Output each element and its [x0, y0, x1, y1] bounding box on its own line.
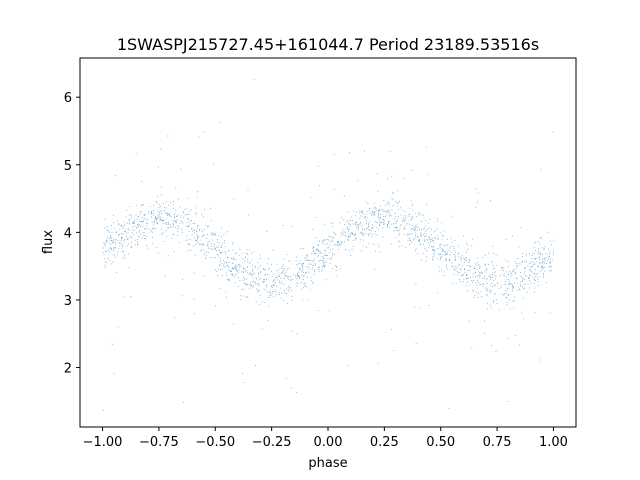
y-axis: 2 3 4 5 6 [64, 91, 80, 377]
x-tick-label: −0.25 [252, 435, 292, 450]
x-axis-label: phase [308, 456, 347, 471]
y-tick-label: 3 [64, 294, 72, 309]
y-tick-label: 5 [64, 159, 72, 174]
x-tick-label: 0.25 [370, 435, 399, 450]
x-axis: −1.00 −0.75 −0.50 −0.25 0.00 0.25 0.50 0.75 1.00 [83, 427, 568, 450]
y-tick-label: 6 [64, 91, 72, 106]
x-tick-label: 0.75 [483, 435, 512, 450]
chart-title: 1SWASPJ215727.45+161044.7 Period 23189.5… [117, 35, 539, 54]
x-tick-label: −0.75 [139, 435, 179, 450]
x-tick-label: 0.00 [314, 435, 343, 450]
x-tick-label: −0.50 [195, 435, 235, 450]
x-tick-label: 1.00 [539, 435, 568, 450]
y-tick-label: 4 [64, 226, 72, 241]
x-tick-label: −1.00 [83, 435, 123, 450]
x-tick-label: 0.50 [426, 435, 455, 450]
y-tick-label: 2 [64, 362, 72, 377]
y-axis-label: flux [41, 230, 56, 254]
